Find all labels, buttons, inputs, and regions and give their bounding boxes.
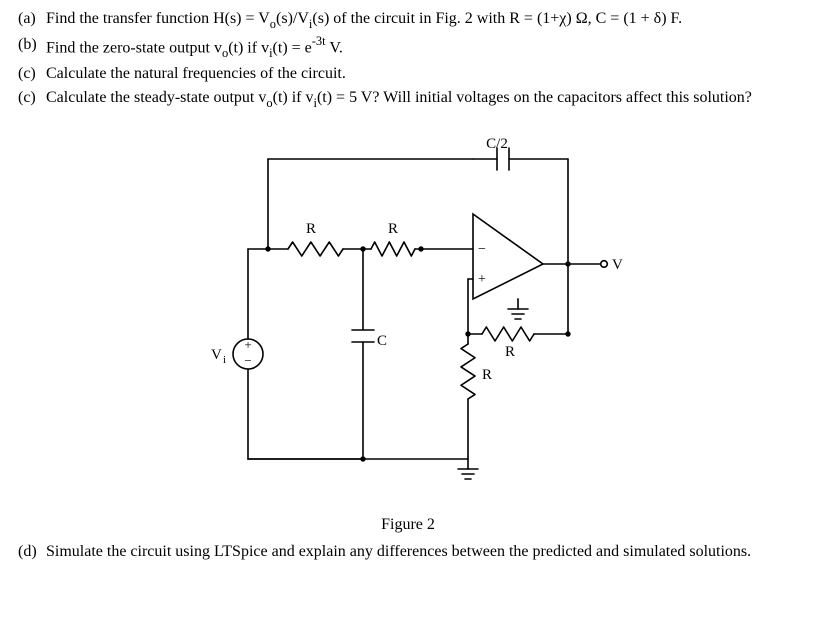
question-item: (c)Calculate the steady-state output vo(… — [18, 87, 798, 111]
question-item: (d)Simulate the circuit using LTSpice an… — [18, 541, 798, 563]
question-label: (d) — [18, 541, 46, 563]
svg-text:R: R — [482, 367, 492, 383]
question-label: (c) — [18, 63, 46, 85]
question-body: Find the transfer function H(s) = Vo(s)/… — [46, 8, 798, 32]
question-body: Find the zero-state output vo(t) if vi(t… — [46, 34, 798, 61]
circuit-diagram: +−ViC/2RRC−+VoRR — [193, 129, 623, 499]
question-item: (c)Calculate the natural frequencies of … — [18, 63, 798, 85]
question-list: (a)Find the transfer function H(s) = Vo(… — [18, 8, 798, 111]
question-body: Calculate the steady-state output vo(t) … — [46, 87, 798, 111]
svg-text:V: V — [612, 257, 623, 273]
question-body: Simulate the circuit using LTSpice and e… — [46, 541, 798, 563]
svg-text:R: R — [505, 344, 515, 360]
question-d: (d)Simulate the circuit using LTSpice an… — [18, 541, 798, 563]
figure-2: +−ViC/2RRC−+VoRR Figure 2 — [18, 129, 798, 535]
question-label: (a) — [18, 8, 46, 32]
svg-text:C: C — [377, 333, 387, 349]
svg-text:+: + — [478, 272, 486, 287]
figure-caption: Figure 2 — [18, 514, 798, 536]
svg-text:−: − — [244, 353, 251, 368]
question-item: (b)Find the zero-state output vo(t) if v… — [18, 34, 798, 61]
question-label: (c) — [18, 87, 46, 111]
question-body: Calculate the natural frequencies of the… — [46, 63, 798, 85]
svg-text:R: R — [388, 221, 398, 237]
svg-text:C/2: C/2 — [486, 136, 508, 152]
svg-text:V: V — [211, 347, 222, 363]
svg-text:i: i — [223, 354, 226, 366]
svg-text:−: − — [478, 242, 486, 257]
question-label: (b) — [18, 34, 46, 61]
question-item: (a)Find the transfer function H(s) = Vo(… — [18, 8, 798, 32]
svg-text:R: R — [306, 221, 316, 237]
